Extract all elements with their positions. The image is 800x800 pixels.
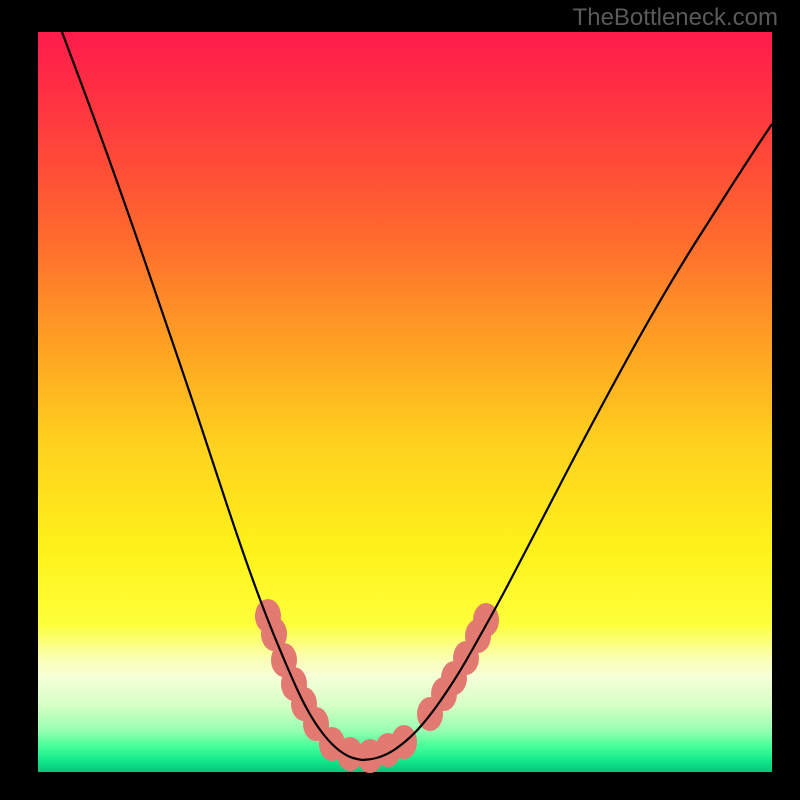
chart-curves-layer <box>38 32 772 772</box>
v-curve-right <box>362 124 772 760</box>
plot-area <box>38 32 772 772</box>
watermark-text: TheBottleneck.com <box>573 4 778 32</box>
v-curve-left <box>62 32 362 760</box>
cluster-dots <box>255 599 499 773</box>
